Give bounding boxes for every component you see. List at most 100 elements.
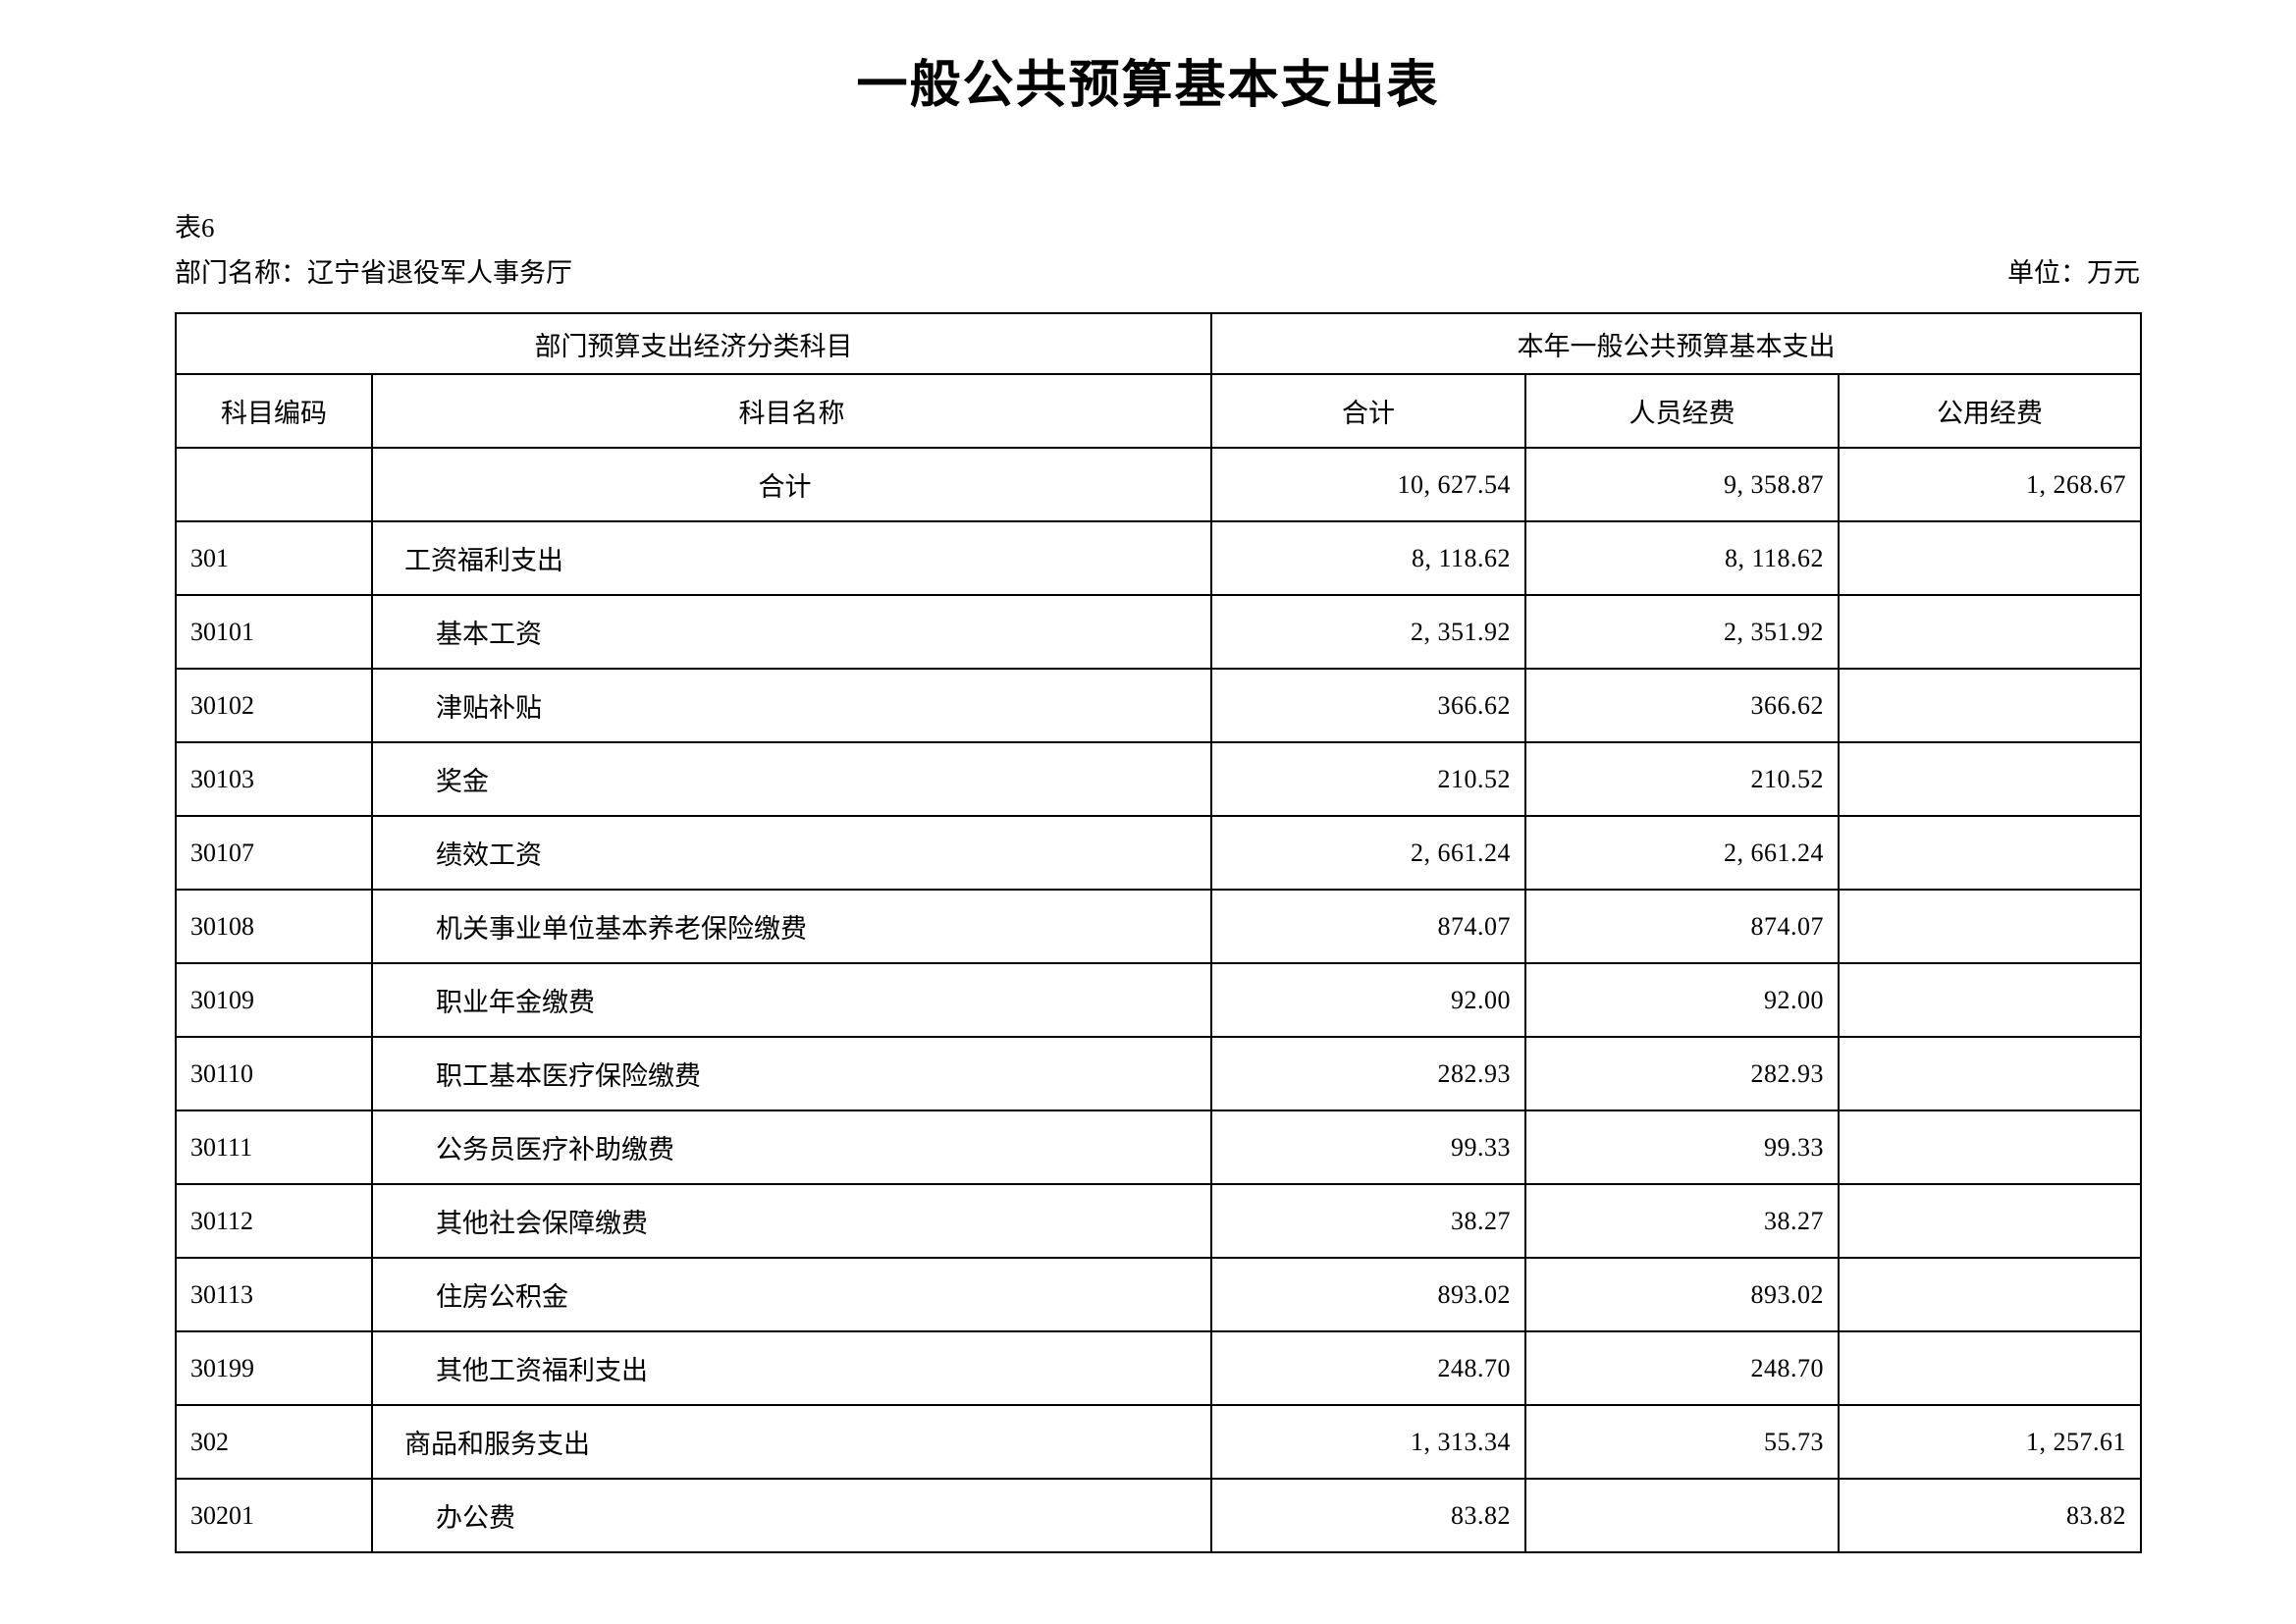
cell-public — [1838, 962, 2142, 1038]
table-row: 合计 10, 627.54 9, 358.87 1, 268.67 — [175, 447, 2142, 522]
cell-subject-name: 基本工资 — [371, 594, 1212, 670]
cell-subject-code: 30102 — [175, 668, 373, 743]
column-header-name: 科目名称 — [371, 373, 1212, 449]
page-title: 一般公共预算基本支出表 — [856, 57, 1440, 114]
group-header-economic-classification: 部门预算支出经济分类科目 — [175, 312, 1212, 375]
cell-subject-name: 住房公积金 — [371, 1257, 1212, 1332]
cell-personnel: 874.07 — [1524, 889, 1840, 964]
group-header-current-year-expenditure: 本年一般公共预算基本支出 — [1210, 312, 2142, 375]
cell-subject-code: 30108 — [175, 889, 373, 964]
table-row: 30201 办公费 83.82 83.82 — [175, 1478, 2142, 1553]
cell-total: 10, 627.54 — [1210, 447, 1526, 522]
cell-total: 2, 661.24 — [1210, 815, 1526, 891]
cell-personnel: 8, 118.62 — [1524, 520, 1840, 596]
cell-subject-code: 302 — [175, 1404, 373, 1480]
cell-public — [1838, 889, 2142, 964]
cell-public — [1838, 1330, 2142, 1406]
department-name-label: 部门名称：辽宁省退役军人事务厅 — [175, 258, 572, 288]
cell-total: 282.93 — [1210, 1036, 1526, 1111]
cell-total: 874.07 — [1210, 889, 1526, 964]
table-number-label: 表6 — [175, 213, 215, 243]
cell-total: 38.27 — [1210, 1183, 1526, 1259]
table-body: 合计 10, 627.54 9, 358.87 1, 268.67 301 工资福利支出 8… — [175, 447, 2142, 1553]
cell-public — [1838, 1257, 2142, 1332]
table-row: 30112 其他社会保障缴费 38.27 38.27 — [175, 1183, 2142, 1259]
cell-subject-code: 30111 — [175, 1110, 373, 1185]
cell-personnel: 55.73 — [1524, 1404, 1840, 1480]
cell-personnel: 248.70 — [1524, 1330, 1840, 1406]
cell-subject-code: 30101 — [175, 594, 373, 670]
table-row: 30107 绩效工资 2, 661.24 2, 661.24 — [175, 815, 2142, 891]
budget-table: 部门预算支出经济分类科目 本年一般公共预算基本支出 科目编码 科目名称 合计 人… — [175, 312, 2142, 1553]
cell-personnel: 2, 351.92 — [1524, 594, 1840, 670]
cell-personnel: 893.02 — [1524, 1257, 1840, 1332]
cell-total: 366.62 — [1210, 668, 1526, 743]
cell-public — [1838, 741, 2142, 817]
table-row: 30108 机关事业单位基本养老保险缴费 874.07 874.07 — [175, 889, 2142, 964]
cell-public — [1838, 1110, 2142, 1185]
cell-subject-code: 30107 — [175, 815, 373, 891]
table-row: 30113 住房公积金 893.02 893.02 — [175, 1257, 2142, 1332]
cell-public: 1, 257.61 — [1838, 1404, 2142, 1480]
cell-personnel: 366.62 — [1524, 668, 1840, 743]
cell-subject-name: 机关事业单位基本养老保险缴费 — [371, 889, 1212, 964]
cell-personnel — [1524, 1478, 1840, 1553]
cell-public — [1838, 1183, 2142, 1259]
cell-total: 83.82 — [1210, 1478, 1526, 1553]
table-group-header-row: 部门预算支出经济分类科目 本年一般公共预算基本支出 — [175, 312, 2142, 375]
cell-total: 210.52 — [1210, 741, 1526, 817]
table-row: 30111 公务员医疗补助缴费 99.33 99.33 — [175, 1110, 2142, 1185]
cell-subject-name: 津贴补贴 — [371, 668, 1212, 743]
cell-total: 893.02 — [1210, 1257, 1526, 1332]
cell-public — [1838, 815, 2142, 891]
cell-subject-name: 职业年金缴费 — [371, 962, 1212, 1038]
column-header-public: 公用经费 — [1838, 373, 2142, 449]
cell-total: 2, 351.92 — [1210, 594, 1526, 670]
cell-subject-name: 工资福利支出 — [371, 520, 1212, 596]
cell-subject-name: 其他工资福利支出 — [371, 1330, 1212, 1406]
table-row: 30109 职业年金缴费 92.00 92.00 — [175, 962, 2142, 1038]
cell-personnel: 282.93 — [1524, 1036, 1840, 1111]
table-row: 302 商品和服务支出 1, 313.34 55.73 1, 257.61 — [175, 1404, 2142, 1480]
cell-subject-code: 30201 — [175, 1478, 373, 1553]
table-row: 30110 职工基本医疗保险缴费 282.93 282.93 — [175, 1036, 2142, 1111]
column-header-total: 合计 — [1210, 373, 1526, 449]
cell-subject-code: 30109 — [175, 962, 373, 1038]
cell-subject-name: 商品和服务支出 — [371, 1404, 1212, 1480]
cell-subject-name: 绩效工资 — [371, 815, 1212, 891]
cell-public: 83.82 — [1838, 1478, 2142, 1553]
cell-total: 92.00 — [1210, 962, 1526, 1038]
table-column-header-row: 科目编码 科目名称 合计 人员经费 公用经费 — [175, 373, 2142, 449]
cell-subject-code: 30110 — [175, 1036, 373, 1111]
cell-total: 99.33 — [1210, 1110, 1526, 1185]
table-row: 30102 津贴补贴 366.62 366.62 — [175, 668, 2142, 743]
currency-unit-label: 单位：万元 — [2007, 258, 2140, 288]
cell-subject-code: 30113 — [175, 1257, 373, 1332]
cell-public — [1838, 520, 2142, 596]
cell-personnel: 92.00 — [1524, 962, 1840, 1038]
cell-subject-name: 办公费 — [371, 1478, 1212, 1553]
cell-subject-code: 30199 — [175, 1330, 373, 1406]
cell-subject-name: 合计 — [371, 447, 1212, 522]
cell-public — [1838, 594, 2142, 670]
cell-subject-code: 30112 — [175, 1183, 373, 1259]
cell-subject-name: 其他社会保障缴费 — [371, 1183, 1212, 1259]
cell-personnel: 9, 358.87 — [1524, 447, 1840, 522]
cell-subject-code: 301 — [175, 520, 373, 596]
cell-subject-name: 公务员医疗补助缴费 — [371, 1110, 1212, 1185]
cell-personnel: 38.27 — [1524, 1183, 1840, 1259]
cell-total: 8, 118.62 — [1210, 520, 1526, 596]
cell-total: 248.70 — [1210, 1330, 1526, 1406]
table-header: 部门预算支出经济分类科目 本年一般公共预算基本支出 科目编码 科目名称 合计 人… — [175, 312, 2142, 449]
cell-subject-code: 30103 — [175, 741, 373, 817]
report-meta: 表6 部门名称：辽宁省退役军人事务厅 单位：万元 — [175, 211, 2140, 309]
column-header-personnel: 人员经费 — [1524, 373, 1840, 449]
cell-public — [1838, 1036, 2142, 1111]
cell-personnel: 210.52 — [1524, 741, 1840, 817]
cell-subject-name: 奖金 — [371, 741, 1212, 817]
cell-subject-code — [175, 447, 373, 522]
table-row: 30199 其他工资福利支出 248.70 248.70 — [175, 1330, 2142, 1406]
cell-public: 1, 268.67 — [1838, 447, 2142, 522]
table-row: 30103 奖金 210.52 210.52 — [175, 741, 2142, 817]
